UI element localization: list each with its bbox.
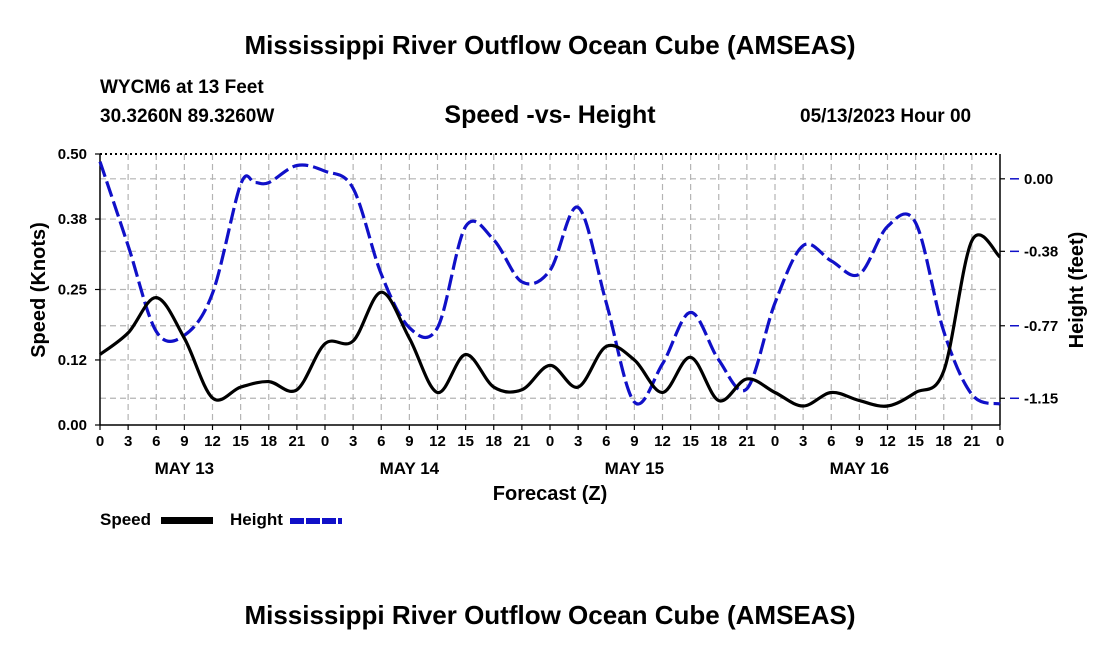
x-tick-label: 9 <box>180 433 188 450</box>
chart-title-repeat: Mississippi River Outflow Ocean Cube (AM… <box>244 600 856 630</box>
x-tick-label: 6 <box>377 433 385 450</box>
x-tick-label: 3 <box>124 433 132 450</box>
x-tick-label: 3 <box>349 433 357 450</box>
y-right-tick-label: -0.77 <box>1024 318 1058 335</box>
x-tick-label: 0 <box>771 433 779 450</box>
day-label: MAY 13 <box>155 459 215 478</box>
x-tick-label: 18 <box>260 433 277 450</box>
x-tick-label: 18 <box>485 433 502 450</box>
x-tick-label: 21 <box>964 433 981 450</box>
x-axis-title: Forecast (Z) <box>493 483 607 505</box>
x-tick-label: 18 <box>710 433 727 450</box>
legend-speed-swatch <box>161 517 213 524</box>
chart-subtitle: Speed -vs- Height <box>444 101 656 129</box>
height-series-line <box>98 161 1001 406</box>
x-tick-label: 15 <box>457 433 474 450</box>
legend-speed-label: Speed <box>100 510 152 529</box>
x-tick-label: 6 <box>827 433 835 450</box>
x-tick-label: 9 <box>855 433 863 450</box>
x-tick-label: 6 <box>152 433 160 450</box>
x-tick-label: 6 <box>602 433 610 450</box>
y-left-tick-label: 0.50 <box>58 146 87 163</box>
x-tick-label: 12 <box>429 433 446 450</box>
x-tick-label: 3 <box>574 433 582 450</box>
x-tick-label: 9 <box>630 433 638 450</box>
y-right-tick-label: 0.00 <box>1024 171 1053 188</box>
x-tick-label: 12 <box>654 433 671 450</box>
chart-title: Mississippi River Outflow Ocean Cube (AM… <box>244 30 856 60</box>
speed-series-line <box>99 233 1002 408</box>
x-tick-label: 0 <box>96 433 104 450</box>
y-axis-left-title: Speed (Knots) <box>28 222 50 358</box>
x-tick-label: 0 <box>546 433 554 450</box>
x-tick-label: 15 <box>232 433 249 450</box>
forecast-datetime: 05/13/2023 Hour 00 <box>800 106 972 127</box>
y-left-tick-label: 0.00 <box>58 417 87 434</box>
legend-height-label: Height <box>230 510 283 529</box>
x-tick-label: 21 <box>289 433 306 450</box>
station-label: WYCM6 at 13 Feet <box>100 77 264 98</box>
day-label: MAY 15 <box>605 459 665 478</box>
legend-height-swatch <box>290 518 342 524</box>
coordinates-label: 30.3260N 89.3260W <box>100 106 275 127</box>
y-left-tick-label: 0.25 <box>58 282 87 299</box>
x-tick-label: 0 <box>996 433 1004 450</box>
x-tick-label: 15 <box>907 433 924 450</box>
y-axis-right-title: Height (feet) <box>1066 232 1088 349</box>
x-tick-label: 9 <box>405 433 413 450</box>
day-label: MAY 14 <box>380 459 440 478</box>
x-tick-label: 12 <box>879 433 896 450</box>
x-tick-label: 3 <box>799 433 807 450</box>
x-tick-label: 18 <box>935 433 952 450</box>
x-tick-label: 21 <box>514 433 531 450</box>
y-left-tick-label: 0.12 <box>58 352 87 369</box>
y-left-tick-label: 0.38 <box>58 211 87 228</box>
y-right-tick-label: -0.38 <box>1024 243 1058 260</box>
day-label: MAY 16 <box>830 459 890 478</box>
y-right-tick-label: -1.15 <box>1024 390 1058 407</box>
x-tick-label: 21 <box>739 433 756 450</box>
x-tick-label: 0 <box>321 433 329 450</box>
x-tick-label: 12 <box>204 433 221 450</box>
x-tick-label: 15 <box>682 433 699 450</box>
